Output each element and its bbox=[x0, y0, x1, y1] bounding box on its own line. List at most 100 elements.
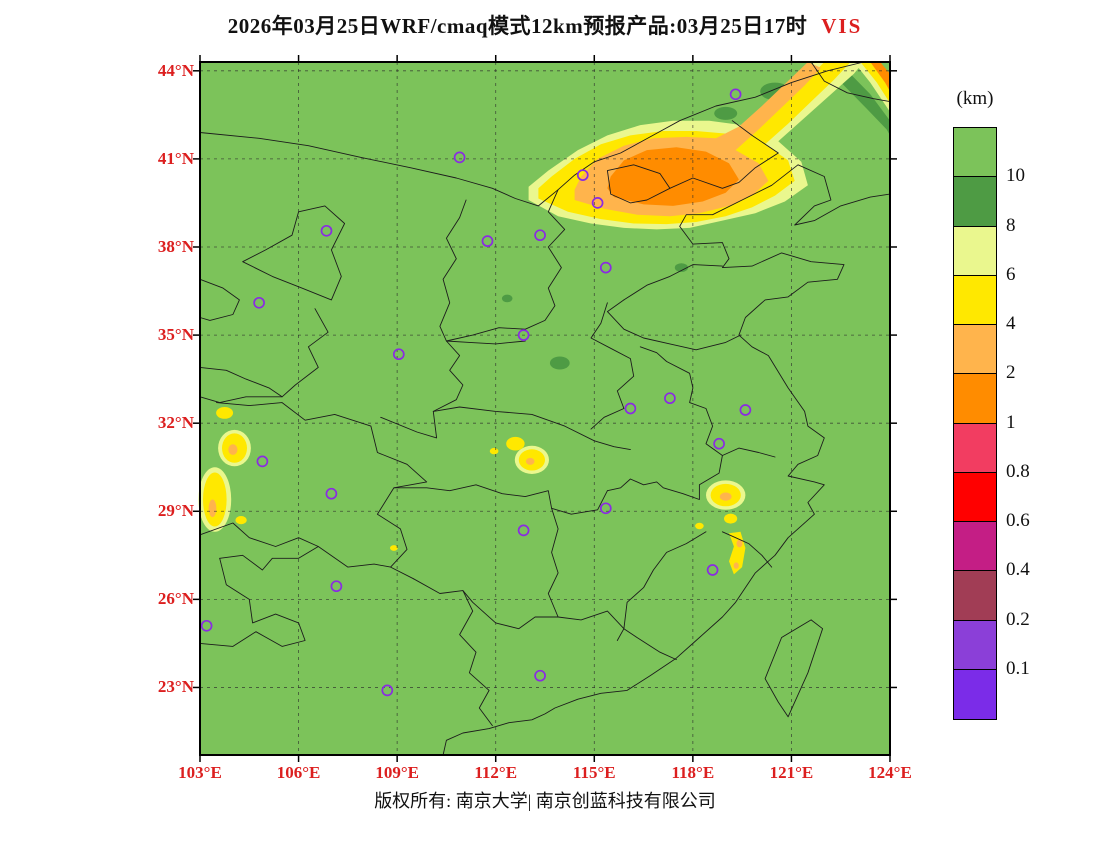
lat-tick-label: 38°N bbox=[157, 236, 194, 256]
legend-tick-label: 4 bbox=[1006, 313, 1016, 334]
haze-yellow-corner bbox=[860, 62, 890, 104]
lat-tick-label: 44°N bbox=[157, 60, 194, 80]
legend-cell bbox=[954, 522, 996, 572]
city-marker bbox=[534, 669, 546, 682]
province-boundary bbox=[590, 302, 635, 430]
city-marker bbox=[706, 564, 719, 576]
province-boundary bbox=[199, 61, 865, 207]
haze-amber-core bbox=[719, 492, 732, 501]
lat-tick-label: 23°N bbox=[157, 677, 194, 697]
haze-yellow-patch bbox=[695, 522, 704, 530]
legend-cell bbox=[954, 226, 996, 276]
title-text: 2026年03月25日WRF/cmaq模式12km预报产品:03月25日17时 bbox=[227, 14, 808, 38]
legend-tick-label: 1 bbox=[1006, 411, 1016, 433]
legend-tick-label: 2 bbox=[1006, 362, 1016, 384]
haze-yellow-patch bbox=[203, 472, 227, 527]
haze-amber-core bbox=[736, 539, 743, 548]
city-marker bbox=[739, 404, 752, 416]
haze-orange-core-bohai bbox=[607, 147, 739, 206]
haze-amber-core bbox=[733, 562, 739, 569]
colorbar bbox=[953, 127, 997, 720]
province-boundary bbox=[623, 264, 723, 301]
city-marker bbox=[453, 151, 466, 164]
city-marker bbox=[599, 502, 612, 515]
lat-tick-label: 26°N bbox=[157, 589, 194, 609]
province-boundary bbox=[242, 205, 346, 301]
city-marker bbox=[320, 224, 333, 237]
legend-cell bbox=[954, 374, 996, 424]
city-marker bbox=[517, 524, 530, 537]
city-marker bbox=[517, 329, 530, 341]
legend-tick-label: 0.1 bbox=[1006, 657, 1030, 679]
forecast-map bbox=[193, 55, 897, 762]
lat-tick-label: 35°N bbox=[157, 325, 194, 345]
province-boundary bbox=[199, 557, 306, 647]
haze-amber-core bbox=[228, 444, 238, 455]
legend-cell bbox=[954, 275, 996, 325]
province-boundary bbox=[764, 619, 824, 718]
province-boundary bbox=[215, 402, 428, 580]
province-boundary bbox=[606, 299, 741, 351]
dark-green-patch bbox=[714, 106, 738, 120]
city-marker bbox=[325, 487, 338, 500]
copyright-footer: 版权所有: 南京大学| 南京创蓝科技有限公司 bbox=[374, 791, 716, 811]
legend-cell bbox=[954, 472, 996, 522]
province-boundary bbox=[442, 164, 891, 756]
legend-unit-label: (km) bbox=[956, 88, 994, 109]
province-boundary bbox=[459, 590, 493, 727]
city-marker bbox=[392, 348, 405, 361]
page-title: 2026年03月25日WRF/cmaq模式12km预报产品:03月25日17时 V… bbox=[0, 10, 1090, 40]
province-boundary bbox=[445, 189, 566, 342]
title-variable: VIS bbox=[821, 14, 863, 38]
haze-yellow-patch bbox=[489, 447, 499, 455]
lat-tick-label: 41°N bbox=[157, 148, 194, 168]
city-marker bbox=[256, 455, 269, 468]
city-marker bbox=[591, 197, 604, 209]
city-marker bbox=[534, 229, 546, 242]
city-marker bbox=[200, 619, 213, 632]
haze-yellow-patch bbox=[724, 513, 738, 524]
lon-tick-label: 121°E bbox=[769, 763, 814, 782]
lon-tick-label: 124°E bbox=[868, 763, 912, 782]
province-boundary bbox=[810, 61, 891, 103]
haze-yellow-patch bbox=[506, 436, 525, 451]
legend-tick-label: 6 bbox=[1006, 263, 1016, 285]
legend-cell bbox=[954, 177, 996, 227]
city-marker bbox=[664, 392, 676, 405]
dark-green-patch bbox=[549, 356, 570, 370]
province-boundary bbox=[393, 484, 608, 515]
province-boundary bbox=[199, 366, 283, 398]
legend-cell bbox=[954, 620, 996, 670]
city-marker bbox=[729, 88, 742, 101]
lat-tick-label: 29°N bbox=[157, 501, 194, 521]
province-boundary bbox=[199, 522, 319, 547]
province-boundary bbox=[413, 578, 677, 661]
haze-amber-core bbox=[208, 499, 217, 518]
province-boundary bbox=[721, 531, 773, 568]
legend-tick-label: 0.2 bbox=[1006, 608, 1030, 630]
city-marker bbox=[253, 296, 265, 309]
haze-orange-corner bbox=[870, 62, 890, 92]
legend-tick-label: 0.8 bbox=[1006, 460, 1030, 482]
haze-yellow-patch bbox=[390, 545, 398, 551]
lon-tick-label: 118°E bbox=[671, 763, 715, 782]
province-boundary bbox=[606, 346, 723, 500]
province-boundary bbox=[432, 340, 464, 412]
lat-tick-label: 32°N bbox=[157, 413, 194, 433]
legend-cell bbox=[954, 423, 996, 473]
map-frame bbox=[199, 61, 891, 756]
province-boundary bbox=[547, 507, 559, 618]
dark-green-patch bbox=[501, 294, 513, 303]
legend-cell bbox=[954, 571, 996, 621]
city-marker bbox=[599, 261, 612, 274]
city-marker bbox=[481, 235, 494, 247]
legend-tick-label: 10 bbox=[1006, 165, 1025, 187]
city-marker bbox=[713, 437, 725, 450]
lon-tick-label: 106°E bbox=[276, 763, 321, 782]
province-boundary bbox=[199, 278, 240, 321]
province-boundary bbox=[616, 531, 707, 641]
province-boundary bbox=[669, 120, 779, 189]
legend-tick-label: 8 bbox=[1006, 214, 1016, 236]
province-boundary bbox=[721, 447, 776, 458]
